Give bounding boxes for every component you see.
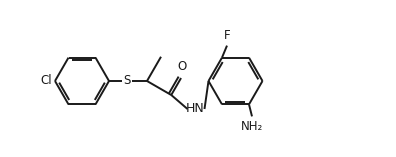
Text: S: S <box>123 75 131 87</box>
Text: O: O <box>177 60 187 73</box>
Text: Cl: Cl <box>40 75 52 87</box>
Text: HN: HN <box>186 103 205 116</box>
Text: NH₂: NH₂ <box>241 120 263 133</box>
Text: F: F <box>224 29 230 42</box>
